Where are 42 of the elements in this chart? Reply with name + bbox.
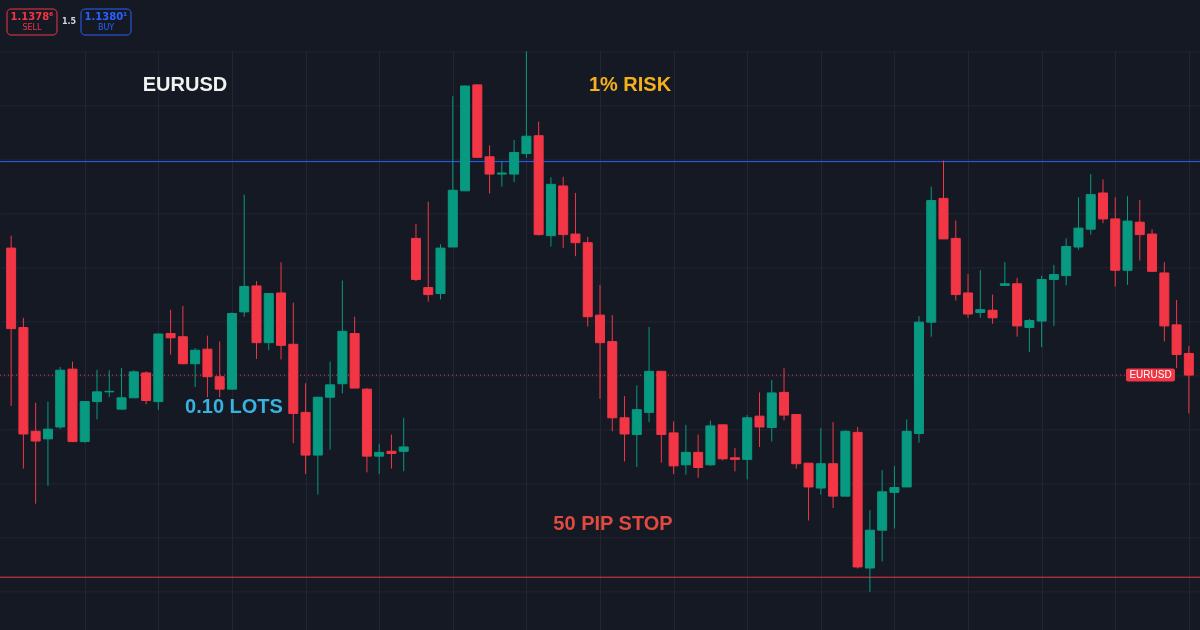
- text: 1.1378⁶: [10, 11, 54, 22]
- candlestick: [1073, 196, 1084, 251]
- candlestick: [963, 273, 974, 319]
- candlestick: [30, 402, 41, 505]
- candlestick: [975, 269, 986, 319]
- candlestick: [570, 192, 581, 257]
- text: 1.5: [61, 17, 77, 26]
- candlestick: [521, 50, 532, 159]
- candlestick: [1183, 345, 1194, 414]
- candlestick: [386, 434, 397, 470]
- candlestick: [999, 261, 1010, 286]
- candlestick: [325, 361, 336, 451]
- text: SELL: [22, 23, 43, 32]
- candlestick: [693, 434, 704, 479]
- candlestick: [754, 391, 765, 448]
- candlestick: [987, 294, 998, 325]
- text: BUY: [97, 23, 115, 32]
- annotation: 50 PIP STOP: [553, 512, 673, 534]
- candlestick: [1134, 199, 1145, 262]
- candlestick: [374, 443, 385, 475]
- candlestick: [680, 424, 691, 476]
- candlestick: [889, 465, 900, 530]
- candlestick: [165, 309, 176, 356]
- candlestick: [496, 161, 507, 187]
- candlestick: [398, 417, 409, 472]
- candlestick: [190, 347, 201, 388]
- text: 1.1380¹: [84, 11, 128, 22]
- candlestick: [729, 447, 740, 472]
- candlestick: [509, 139, 520, 183]
- text: EURUSD: [142, 73, 228, 95]
- candlestick: [484, 144, 495, 195]
- candlestick: [116, 367, 127, 410]
- annotation: 1% RISK: [588, 73, 672, 95]
- candlestick: [423, 201, 434, 303]
- candlestick: [803, 462, 814, 521]
- candlestick: [42, 401, 53, 487]
- candlestick: [779, 367, 790, 421]
- candlestick: [1048, 264, 1059, 327]
- candlestick: [619, 395, 630, 463]
- annotation: 0.10 LOTS: [185, 395, 283, 417]
- candlestick: [92, 369, 103, 420]
- ref-line-label: EURUSD: [1129, 369, 1172, 381]
